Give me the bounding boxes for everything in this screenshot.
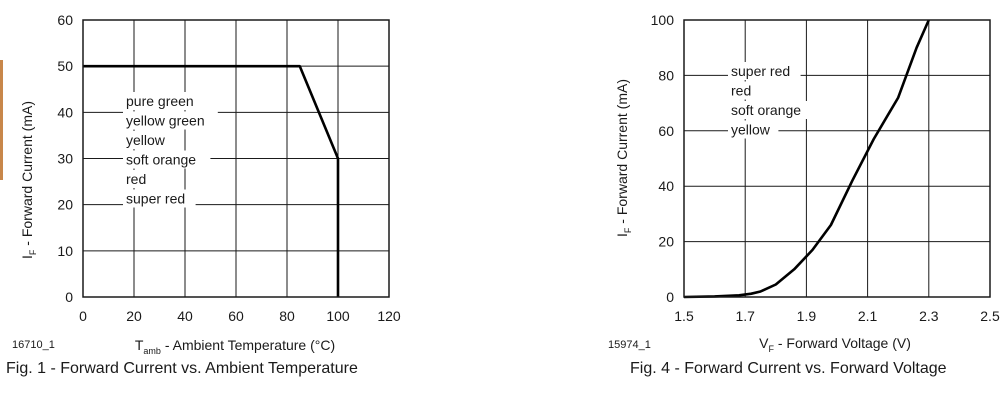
chart1-x-tick-label: 120 — [377, 308, 401, 324]
chart1-x-tick-label: 40 — [177, 308, 193, 324]
chart-forward-current-vs-voltage: 0 20 40 60 80 100 1.5 1.7 1.9 2.1 2.3 2.5 super re… — [608, 12, 1000, 377]
chart2-legend-bg — [728, 120, 779, 139]
chart1-y-tick-label: 20 — [57, 197, 73, 213]
chart2-legend-entry: super red — [731, 63, 790, 79]
chart1-legend-entry: soft orange — [126, 152, 196, 168]
chart1-legend-entry: yellow — [126, 132, 166, 148]
chart2-y-axis-title: IF - Forward Current (mA) — [614, 79, 633, 237]
chart2-figure-id: 15974_1 — [608, 339, 651, 351]
chart2-legend-entry: soft orange — [731, 102, 801, 118]
chart1-y-ticks: 0 10 20 30 40 50 60 — [57, 12, 73, 305]
chart1-x-tick-label: 0 — [79, 308, 87, 324]
chart2-x-tick-label: 2.3 — [919, 308, 939, 324]
chart1-y-axis-title: IF - Forward Current (mA) — [19, 101, 38, 259]
chart1-x-axis-title: Tamb - Ambient Temperature (°C) — [135, 337, 335, 356]
chart1-legend-bg — [123, 189, 196, 208]
chart2-legend-bg — [728, 62, 801, 80]
chart1-legend-entry: super red — [126, 191, 185, 207]
chart2-y-tick-label: 100 — [651, 12, 675, 28]
chart2-x-tick-label: 2.1 — [858, 308, 878, 324]
chart1-x-ticks: 0 20 40 60 80 100 120 — [79, 308, 401, 324]
chart1-legend-bg — [123, 150, 211, 169]
chart1-x-tick-label: 100 — [326, 308, 350, 324]
chart2-x-tick-label: 1.7 — [735, 308, 755, 324]
chart1-y-tick-label: 0 — [65, 289, 73, 305]
chart1-x-tick-label: 80 — [279, 308, 295, 324]
chart2-legend-bg — [728, 101, 816, 119]
chart1-legend-bg — [123, 131, 174, 149]
chart2-legend: super red red soft orange yellow — [728, 62, 816, 139]
chart1-y-tick-label: 40 — [57, 104, 73, 120]
chart1-x-tick-label: 60 — [228, 308, 244, 324]
chart1-legend-bg — [123, 92, 203, 110]
chart1-caption: Fig. 1 - Forward Current vs. Ambient Tem… — [6, 360, 358, 377]
chart1-y-tick-label: 50 — [57, 58, 73, 74]
chart1-x-tick-label: 20 — [126, 308, 142, 324]
chart1-legend-entry: red — [126, 171, 146, 187]
chart1-figure-id: 16710_1 — [12, 339, 55, 351]
chart1-series-line — [83, 64, 340, 297]
chart1-plot-frame — [82, 19, 390, 298]
chart2-series-line — [683, 19, 930, 299]
chart2-y-tick-label: 80 — [658, 67, 674, 83]
chart1-legend-bg — [123, 170, 152, 188]
chart2-y-tick-label: 60 — [658, 123, 674, 139]
chart1-y-tick-label: 60 — [57, 12, 73, 28]
chart2-y-tick-label: 40 — [658, 178, 674, 194]
chart2-plot-frame — [683, 19, 991, 298]
chart1-y-tick-label: 10 — [57, 243, 73, 259]
chart1-y-tick-label: 30 — [57, 151, 73, 167]
chart2-caption: Fig. 4 - Forward Current vs. Forward Vol… — [630, 360, 947, 377]
chart2-legend-entry: yellow — [731, 122, 771, 138]
chart1-legend: pure green yellow green yellow soft orange r… — [123, 92, 218, 208]
chart1-curve-layer — [83, 64, 340, 297]
chart2-legend-bg — [728, 81, 757, 100]
chart2-legend-entry: red — [731, 83, 751, 99]
chart1-legend-entry: yellow green — [126, 113, 205, 129]
chart1-legend-bg — [123, 111, 218, 130]
chart2-x-tick-label: 1.9 — [797, 308, 817, 324]
chart2-x-ticks: 1.5 1.7 1.9 2.1 2.3 2.5 — [674, 308, 1000, 324]
chart2-y-ticks: 0 20 40 60 80 100 — [651, 12, 675, 305]
chart1-legend-entry: pure green — [126, 93, 194, 109]
chart2-grid — [683, 19, 991, 298]
chart2-x-tick-label: 2.5 — [980, 308, 1000, 324]
chart2-x-axis-title: VF - Forward Voltage (V) — [759, 335, 911, 354]
chart2-curve-layer — [683, 19, 930, 299]
chart-forward-current-vs-temperature: 0 10 20 30 40 50 60 0 20 40 60 80 100 120 pure green… — [6, 12, 401, 377]
chart2-y-tick-label: 0 — [666, 289, 674, 305]
chart2-y-tick-label: 20 — [658, 234, 674, 250]
page-edge-mark — [0, 60, 3, 180]
chart2-x-tick-label: 1.5 — [674, 308, 694, 324]
